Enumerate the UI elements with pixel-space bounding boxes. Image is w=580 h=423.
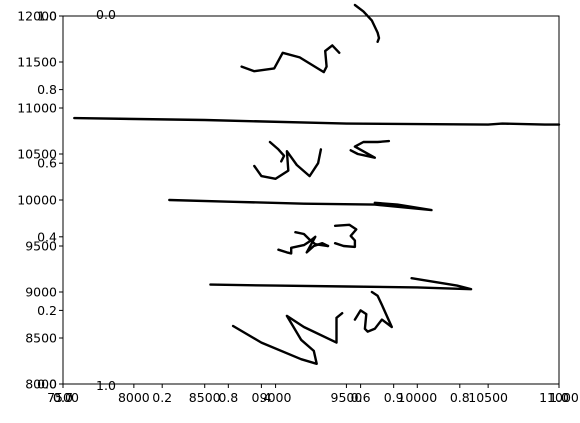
stroke-line-6 xyxy=(294,231,330,248)
stroke-line-9 xyxy=(253,148,323,180)
y-tick-label: 12000 xyxy=(17,9,57,24)
x-tick-label: 1.0 xyxy=(549,390,569,405)
y-tick-label: 11500 xyxy=(17,55,57,70)
x-tick-label: 0.2 xyxy=(152,390,172,405)
stroke-line-2 xyxy=(231,312,344,365)
y-tick-label: 11000 xyxy=(17,101,57,116)
stroke-line-7 xyxy=(333,223,358,249)
stroke-line-12 xyxy=(240,44,341,74)
stroke-line-1 xyxy=(73,116,561,126)
series-layer xyxy=(73,3,561,365)
x-tick-label: 0.6 xyxy=(351,390,371,405)
x-tick-label: 0.9 xyxy=(384,390,404,405)
x-tick-label: 1.0 xyxy=(549,390,569,405)
y-tick-label: 8500 xyxy=(25,331,57,346)
y-tick-label: 0.4 xyxy=(37,229,57,244)
corner-tick-label: 0.0 xyxy=(96,7,116,22)
x-tick-label: 10500 xyxy=(468,390,508,405)
stroke-line-13 xyxy=(353,3,381,43)
x-tick-label: 9000 xyxy=(260,390,292,405)
y-tick-label: 9500 xyxy=(25,239,57,254)
stroke-line-4 xyxy=(209,277,473,291)
x-tick-label: 7500 xyxy=(47,390,79,405)
corner-tick-label: 1.0 xyxy=(96,378,116,393)
x-tick-label: 10000 xyxy=(397,390,437,405)
x-tick-label: 0.4 xyxy=(251,390,271,405)
y-tick-label: 9000 xyxy=(25,285,57,300)
x-tick-label: 0.7 xyxy=(53,390,73,405)
x-tick-label: 8500 xyxy=(189,390,221,405)
stroke-line-11 xyxy=(349,139,391,159)
x-tick-label: 11000 xyxy=(539,390,579,405)
y-tick-label: 1.0 xyxy=(37,9,57,24)
stroke-line-8 xyxy=(168,198,433,212)
y-tick-label: 0.8 xyxy=(37,82,57,97)
stroke-line-10 xyxy=(268,140,286,163)
y-tick-label: 0.6 xyxy=(37,156,57,171)
x-tick-label: 0.8 xyxy=(218,390,238,405)
y-tick-label: 8000 xyxy=(25,377,57,392)
axes-layer xyxy=(62,15,560,385)
y-tick-label: 10500 xyxy=(17,147,57,162)
x-tick-label: 9500 xyxy=(331,390,363,405)
x-tick-label: 8000 xyxy=(118,390,150,405)
y-tick-label: 0.2 xyxy=(37,303,57,318)
y-tick-label: 10000 xyxy=(17,193,57,208)
x-tick-label: 0.0 xyxy=(53,390,73,405)
x-tick-label: 0.8 xyxy=(450,390,470,405)
y-tick-label: 0.0 xyxy=(37,377,57,392)
stroke-line-3 xyxy=(353,290,393,333)
ticks-layer: 7500 8000 8500 9000 9500 10000 10500 1100080008… xyxy=(17,7,579,405)
plot-frame xyxy=(62,15,560,385)
